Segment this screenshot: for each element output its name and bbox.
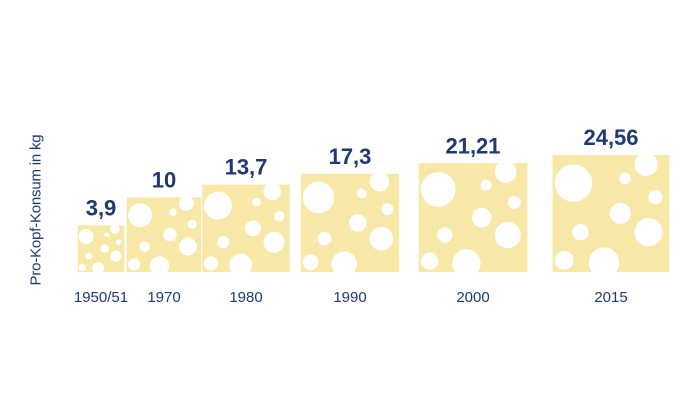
cheese-hole <box>252 197 261 207</box>
cheese-hole <box>648 190 663 205</box>
cheese-hole <box>204 256 219 271</box>
cheese-hole <box>100 244 109 253</box>
cheese-hole <box>229 253 253 273</box>
cheese-hole <box>178 197 194 211</box>
cheese-hole <box>110 225 120 234</box>
cheese-hole <box>169 208 177 217</box>
cheese-hole <box>572 224 589 241</box>
data-label: 10 <box>152 167 176 192</box>
cheese-hole <box>263 184 281 201</box>
cheese-hole <box>115 239 122 245</box>
cheese-bar-3 <box>300 173 400 272</box>
cheese-hole <box>178 237 197 256</box>
cheese-hole <box>609 202 631 225</box>
cheese-hole <box>128 258 141 271</box>
cheese-hole <box>273 210 285 222</box>
cheese-hole <box>369 173 390 192</box>
cheese-hole <box>356 188 367 199</box>
data-label: 13,7 <box>225 155 268 180</box>
cheese-hole <box>245 220 261 237</box>
category-label: 2015 <box>594 289 627 306</box>
cheese-hole <box>554 250 574 270</box>
data-label: 21,21 <box>445 133 500 158</box>
cheese-hole <box>507 195 521 209</box>
cheese-hole <box>452 249 481 273</box>
category-label: 1990 <box>333 289 366 306</box>
cheese-hole <box>349 214 367 232</box>
data-label: 17,3 <box>329 144 372 169</box>
cheese-hole <box>149 256 170 272</box>
cheese-hole <box>217 236 230 249</box>
cheese-hole <box>128 203 153 228</box>
cheese-hole <box>634 218 663 247</box>
cheese-bar-4 <box>418 163 528 273</box>
category-label: 1970 <box>147 289 180 306</box>
cheese-hole <box>480 179 492 191</box>
cheese-hole <box>85 252 93 260</box>
cheese-hole <box>78 263 87 272</box>
cheese-bar-0 <box>77 225 125 273</box>
cheese-hole <box>204 191 233 220</box>
category-label: 1950/51 <box>74 289 128 306</box>
cheese-hole <box>494 221 521 249</box>
cheese-hole <box>104 232 109 238</box>
cheese-hole <box>302 254 319 271</box>
cheese-hole <box>437 227 453 243</box>
cheese-hole <box>163 227 177 242</box>
cheese-hole <box>110 250 122 262</box>
category-label: 2000 <box>456 289 489 306</box>
cheese-hole <box>331 251 357 272</box>
cheese-hole <box>471 207 492 228</box>
cheese-bar-5 <box>552 155 670 272</box>
cheese-hole <box>420 252 439 270</box>
data-label: 3,9 <box>86 195 117 220</box>
data-label: 24,56 <box>583 125 638 150</box>
cheese-hole <box>263 231 285 253</box>
cheese-hole <box>317 231 332 246</box>
cheese-hole <box>302 181 335 214</box>
cheese-hole <box>494 163 517 183</box>
cheese-hole <box>588 247 620 272</box>
cheese-hole <box>554 164 593 202</box>
cheese-hole <box>381 203 394 216</box>
cheese-hole <box>187 219 197 229</box>
cheese-hole <box>420 171 456 207</box>
cheese-hole <box>634 155 658 177</box>
cheese-hole <box>92 262 105 273</box>
cheese-hole <box>78 229 94 245</box>
category-label: 1980 <box>229 289 262 306</box>
cheese-bar-2 <box>202 184 290 273</box>
cheese-hole <box>619 172 631 185</box>
cheese-hole <box>369 226 394 251</box>
cheese-hole <box>139 241 150 252</box>
cheese-bar-1 <box>126 197 202 272</box>
